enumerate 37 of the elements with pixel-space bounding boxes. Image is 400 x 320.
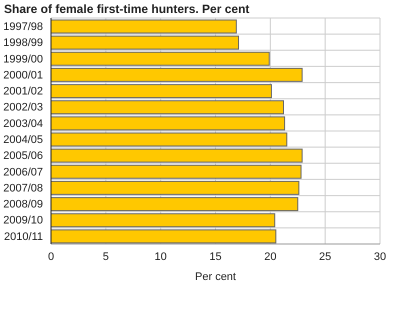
x-axis-title: Per cent <box>195 271 236 283</box>
x-tick-label: 5 <box>102 250 109 263</box>
x-tick-label: 15 <box>209 250 222 263</box>
y-tick-label: 2008/09 <box>3 198 43 211</box>
x-tick-label: 30 <box>374 250 386 263</box>
y-tick-label: 2007/08 <box>3 182 43 194</box>
y-tick-label: 2009/10 <box>3 214 43 227</box>
x-tick-label: 20 <box>264 250 276 263</box>
bar <box>51 20 237 34</box>
bar <box>51 164 302 179</box>
bar <box>51 68 303 82</box>
y-tick-label: 2001/02 <box>3 86 43 98</box>
bar <box>51 52 270 66</box>
y-tick-label: 2003/04 <box>3 118 43 130</box>
y-tick-label: 1999/00 <box>3 53 43 66</box>
chart-title: Share of female first-time hunters. Per cent <box>4 2 250 16</box>
bar <box>51 229 276 244</box>
x-tick-label: 25 <box>319 250 332 263</box>
x-tick-label: 10 <box>154 250 167 263</box>
y-tick-label: 1997/98 <box>3 20 43 33</box>
bar <box>51 116 286 130</box>
x-tick-label: 0 <box>48 250 54 263</box>
bar <box>51 197 298 212</box>
bar <box>51 84 272 98</box>
y-tick-label: 2000/01 <box>3 69 43 82</box>
bar <box>51 100 284 114</box>
bar <box>51 132 288 146</box>
y-tick-label: 1998/99 <box>3 37 43 50</box>
y-tick-label: 2006/07 <box>3 166 43 178</box>
bar <box>51 180 300 195</box>
y-tick-label: 2002/03 <box>3 102 43 114</box>
y-tick-label: 2005/06 <box>3 150 43 162</box>
y-tick-label: 2004/05 <box>3 134 43 146</box>
bar <box>51 36 240 50</box>
bar <box>51 148 303 163</box>
y-tick-label: 2010/11 <box>4 230 43 243</box>
bar <box>51 213 276 228</box>
